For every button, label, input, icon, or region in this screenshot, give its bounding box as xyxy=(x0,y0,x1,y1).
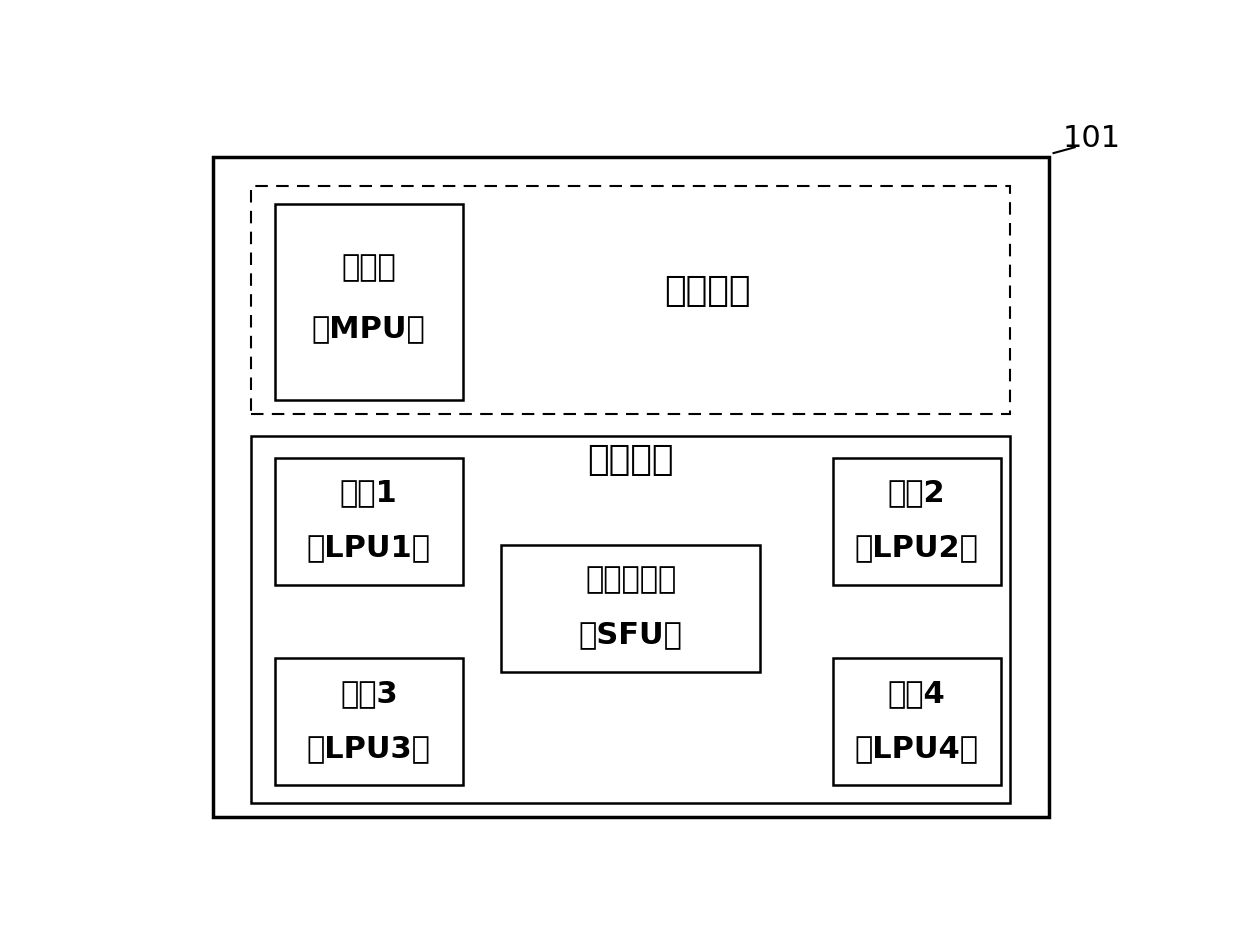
Text: （MPU）: （MPU） xyxy=(312,314,425,343)
Bar xyxy=(213,157,1049,818)
Bar xyxy=(275,658,463,785)
Text: 主控卡: 主控卡 xyxy=(341,254,397,282)
Bar xyxy=(501,545,760,672)
Bar xyxy=(250,437,1011,803)
Text: （LPU3）: （LPU3） xyxy=(306,734,430,763)
Bar xyxy=(832,458,1001,585)
Text: （LPU4）: （LPU4） xyxy=(854,734,978,763)
Bar xyxy=(250,186,1011,415)
Bar xyxy=(275,204,463,400)
Text: 控制层面: 控制层面 xyxy=(665,274,751,308)
Text: （LPU2）: （LPU2） xyxy=(854,533,978,562)
Text: 线匶3: 线匶3 xyxy=(340,679,398,708)
Text: 转发层面: 转发层面 xyxy=(588,443,675,477)
Text: 交换矩阵卡: 交换矩阵卡 xyxy=(585,565,676,594)
Text: （LPU1）: （LPU1） xyxy=(306,533,430,562)
Text: 线匶2: 线匶2 xyxy=(888,478,945,506)
Text: 101: 101 xyxy=(1063,124,1121,153)
Bar xyxy=(275,458,463,585)
Text: 线匶1: 线匶1 xyxy=(340,478,398,506)
Bar xyxy=(832,658,1001,785)
Text: （SFU）: （SFU） xyxy=(579,620,683,649)
Text: 线匶4: 线匶4 xyxy=(888,679,945,708)
